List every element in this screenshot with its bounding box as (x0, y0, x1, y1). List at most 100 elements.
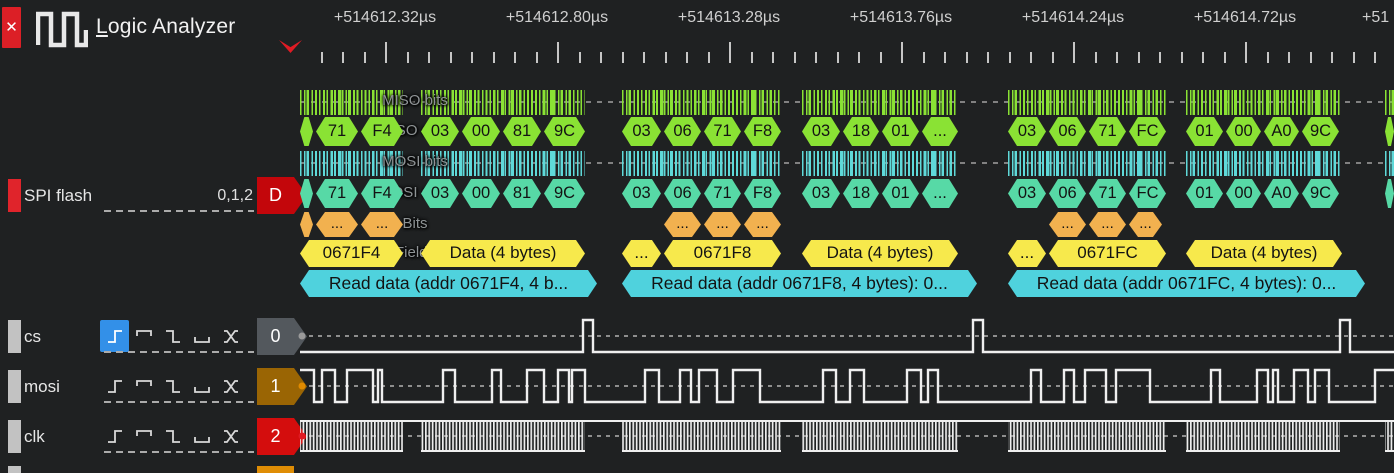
ruler-tick (1159, 52, 1161, 63)
clk-burst (622, 421, 781, 451)
mosi-waveform (300, 368, 1394, 404)
ruler-tick (1223, 52, 1226, 63)
channel-color-swatch[interactable] (8, 420, 21, 453)
ruler-tick (1030, 52, 1032, 63)
clk-burst (802, 421, 958, 451)
ruler-tick (815, 52, 817, 63)
trigger-settings (100, 370, 245, 402)
ruler-tick (492, 52, 495, 63)
trigger-either-icon[interactable] (216, 420, 245, 452)
trigger-falling-icon[interactable] (158, 320, 187, 352)
trigger-settings (100, 320, 245, 352)
ruler-tick (1288, 52, 1290, 63)
clk-burst (1385, 421, 1394, 451)
decoder-name[interactable]: SPI flash (24, 186, 93, 205)
ruler-timestamp: +514613.76µs (849, 9, 953, 26)
channel-name[interactable]: mosi (24, 377, 60, 396)
ruler-tick (1137, 52, 1140, 63)
ruler-tick (772, 52, 774, 63)
divider (104, 401, 254, 403)
ruler-tick (858, 52, 860, 63)
decoder-row-spi-flash[interactable]: SPI flash 0,1,2 D (0, 177, 307, 214)
ruler-tick (879, 52, 882, 63)
ruler-timestamp: +514612.32µs (333, 9, 437, 26)
trigger-low-icon[interactable] (187, 320, 216, 352)
time-ruler[interactable]: +514612.32µs +514612.80µs +514613.28µs +514… (300, 0, 1394, 66)
channel-handle-dot (298, 332, 306, 340)
channel-name[interactable]: clk (24, 427, 45, 446)
channel-color-swatch[interactable] (8, 320, 21, 353)
divider (104, 210, 254, 212)
trigger-falling-icon[interactable] (158, 420, 187, 452)
clk-burst (421, 421, 585, 451)
ruler-tick (1309, 52, 1312, 63)
ruler-tick (342, 52, 344, 63)
ruler-tick (1266, 52, 1269, 63)
ruler-tick (1116, 52, 1118, 63)
ruler-tick (535, 52, 538, 63)
ruler-tick (987, 52, 989, 63)
trigger-rising-icon[interactable] (100, 420, 129, 452)
ruler-tick (707, 52, 710, 63)
ruler-tick (578, 52, 581, 63)
trigger-either-icon[interactable] (216, 370, 245, 402)
ruler-tick (1374, 52, 1376, 63)
close-button[interactable]: ✕ (2, 7, 21, 48)
logic-analyzer-logo-icon (36, 11, 88, 48)
clk-burst (1186, 421, 1340, 451)
decoder-color-swatch[interactable] (8, 179, 21, 212)
decoder-channel-list: 0,1,2 (217, 187, 253, 204)
trigger-high-icon[interactable] (129, 420, 158, 452)
trigger-rising-icon[interactable] (100, 370, 129, 402)
clk-burst (1008, 421, 1166, 451)
ruler-tick (557, 42, 559, 63)
ruler-tick (922, 52, 925, 63)
trigger-settings (100, 420, 245, 452)
ruler-tick (621, 52, 624, 63)
channel-name[interactable]: cs (24, 327, 41, 346)
ruler-tick (449, 52, 452, 63)
ruler-tick (643, 52, 645, 63)
ruler-timestamp: +514613.28µs (677, 9, 781, 26)
app-title: Logic Analyzer (96, 15, 236, 38)
ruler-tick (1094, 52, 1097, 63)
cs-waveform (300, 318, 1394, 354)
ruler-tick (729, 42, 731, 63)
trigger-low-icon[interactable] (187, 420, 216, 452)
ruler-tick (1051, 52, 1054, 63)
ruler-tick (363, 52, 366, 63)
ruler-tick (600, 52, 602, 63)
trigger-high-icon[interactable] (129, 320, 158, 352)
channel-color-swatch[interactable] (8, 370, 21, 403)
trigger-low-icon[interactable] (187, 370, 216, 402)
ruler-timestamp: +514614.72µs (1193, 9, 1297, 26)
ruler-tick (428, 52, 430, 63)
partial-channel-swatch[interactable] (8, 466, 21, 473)
channel-handle-dot (298, 432, 306, 440)
divider (104, 451, 254, 453)
ruler-timestamp: +514612.80µs (505, 9, 609, 26)
ruler-tick (1245, 42, 1247, 63)
ruler-tick (1331, 52, 1333, 63)
ruler-tick (836, 52, 839, 63)
ruler-tick (406, 52, 409, 63)
ruler-tick (686, 52, 688, 63)
ruler-tick (320, 52, 323, 63)
ruler-tick (901, 42, 903, 63)
ruler-tick (1202, 52, 1204, 63)
trigger-either-icon[interactable] (216, 320, 245, 352)
ruler-tick (750, 52, 753, 63)
ruler-timestamp: +51 (1362, 9, 1390, 26)
ruler-tick (664, 52, 667, 63)
clk-burst (300, 421, 403, 451)
ruler-tick (1073, 42, 1075, 63)
trigger-high-icon[interactable] (129, 370, 158, 402)
channel-row-cs[interactable]: cs 0 (0, 318, 307, 355)
ruler-tick (385, 42, 387, 63)
divider (104, 351, 254, 353)
trigger-falling-icon[interactable] (158, 370, 187, 402)
partial-channel-tag[interactable] (257, 466, 294, 473)
trigger-rising-icon[interactable] (100, 320, 129, 352)
